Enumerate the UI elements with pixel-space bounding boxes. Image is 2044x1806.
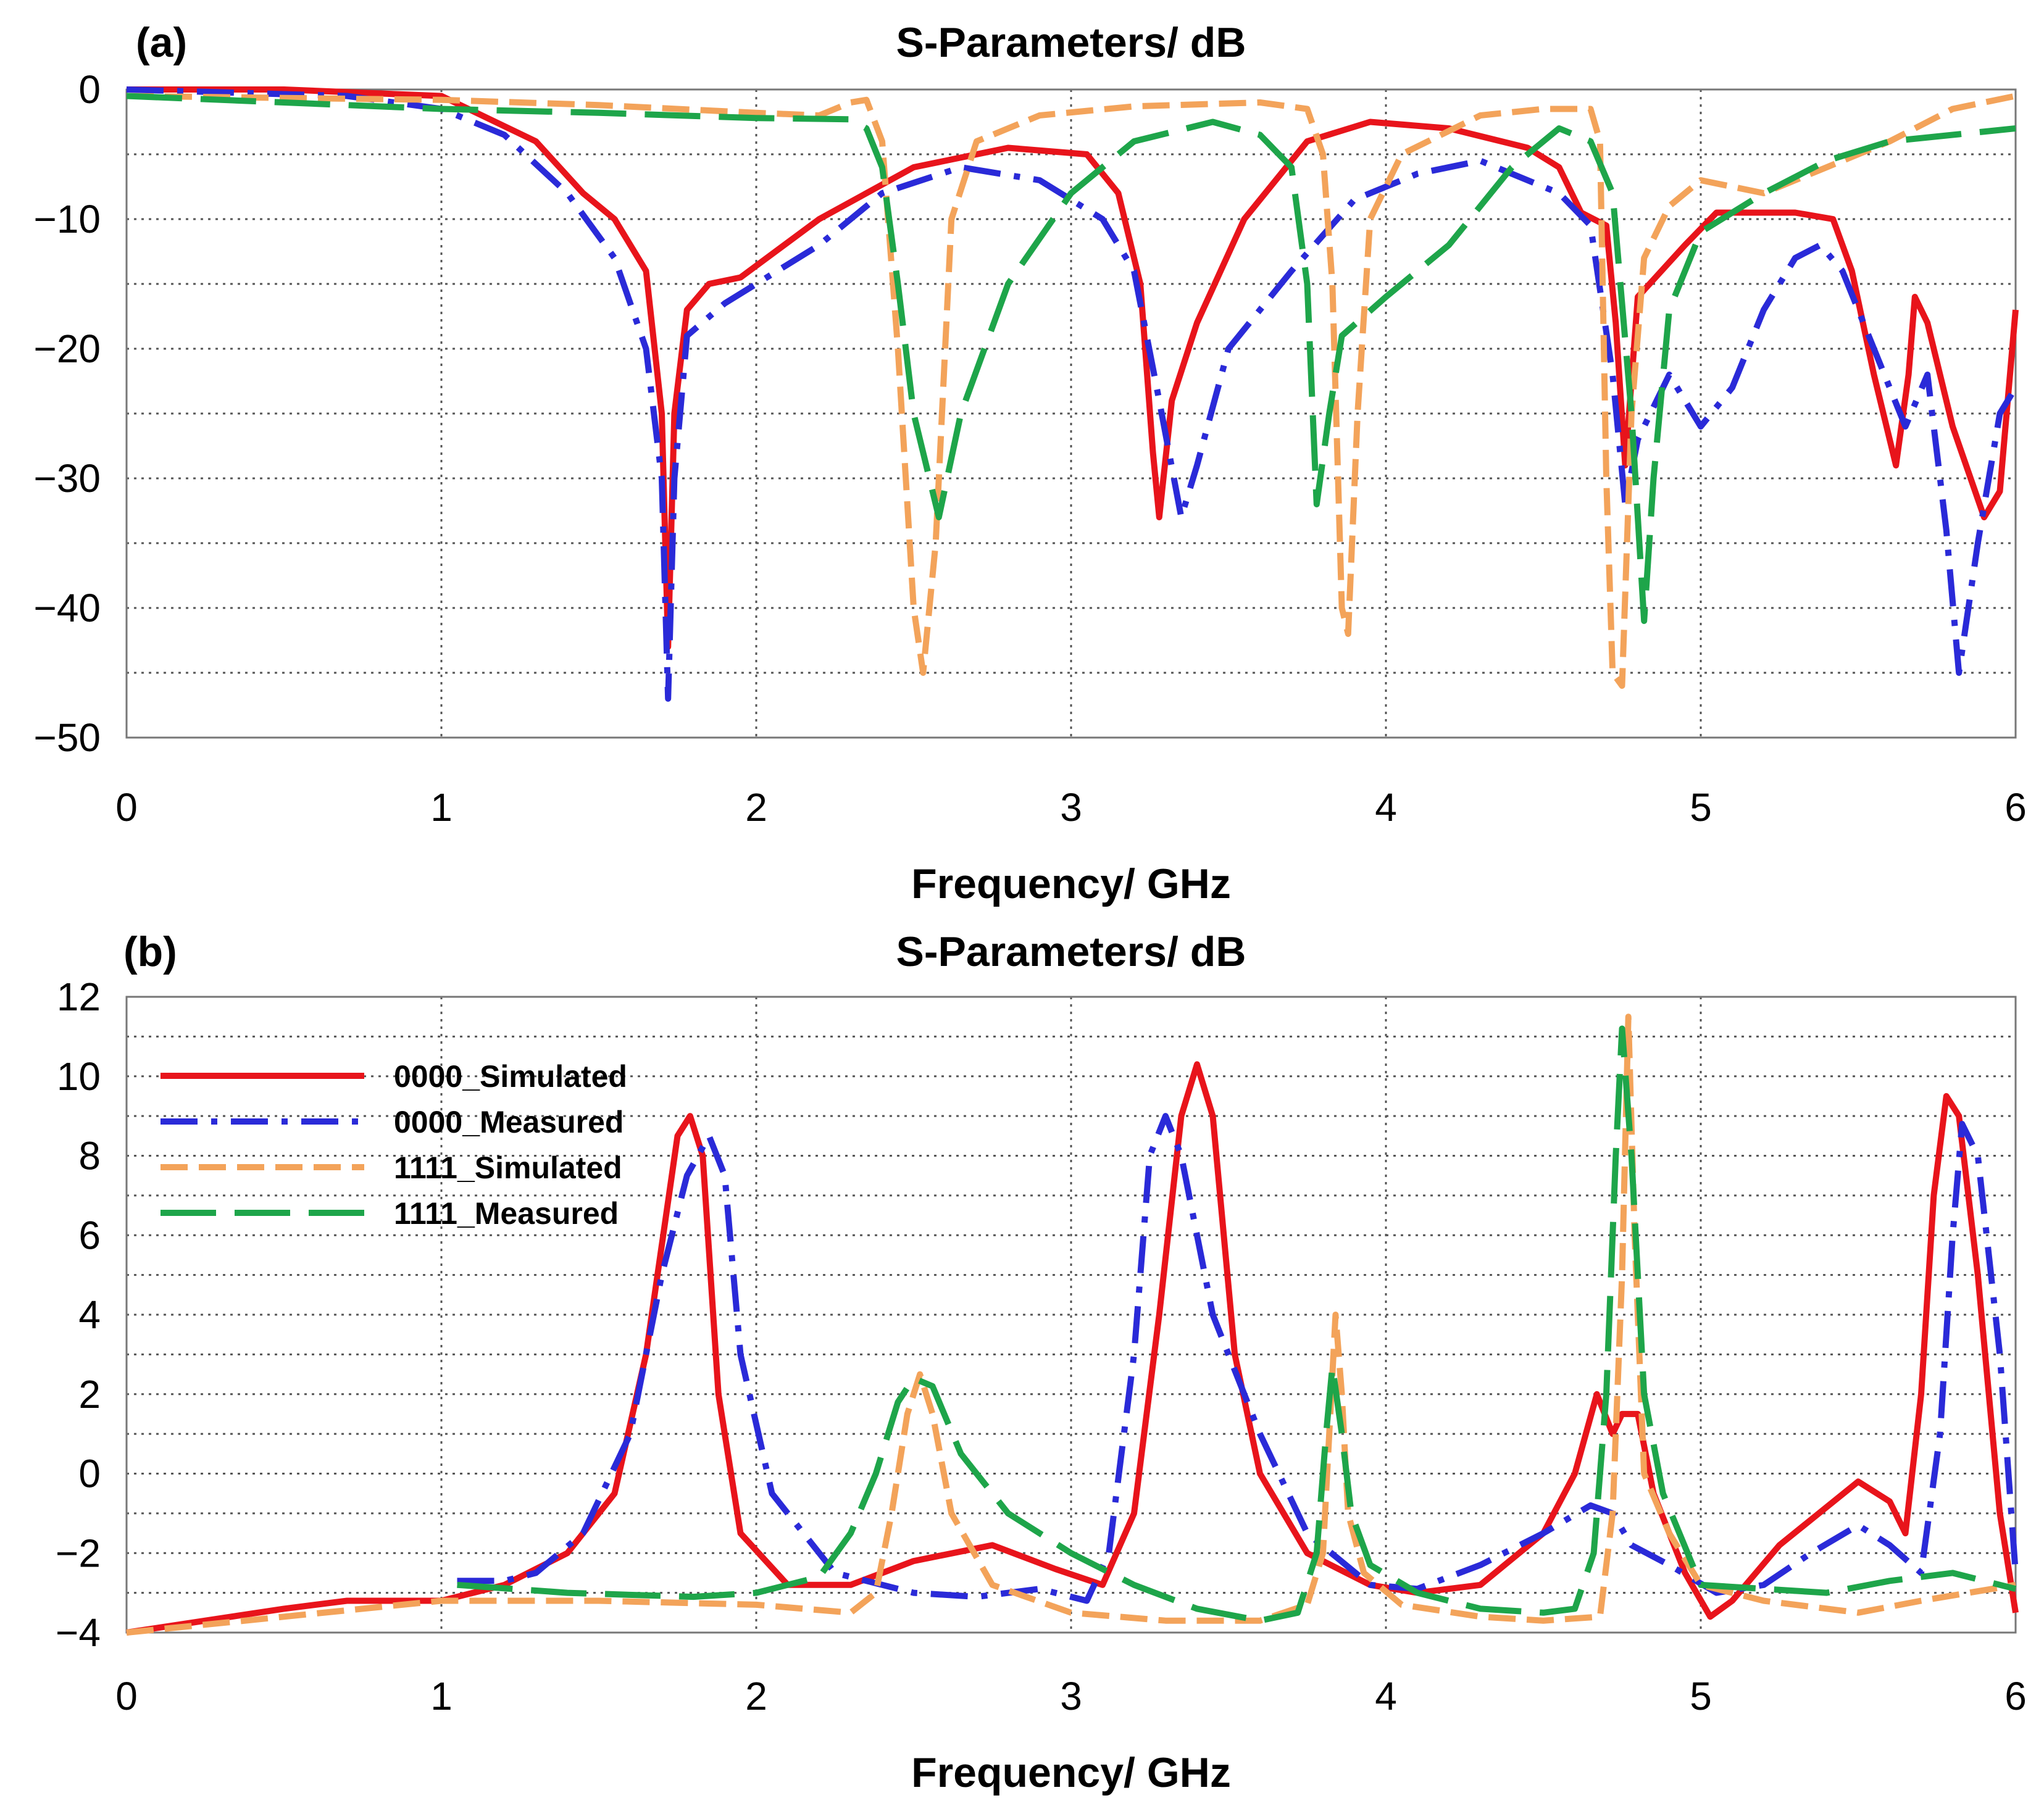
plot-frame xyxy=(125,88,2017,739)
x-tick-label: 6 xyxy=(2004,785,2027,830)
x-tick-label: 4 xyxy=(1375,785,1397,830)
x-tick-label: 0 xyxy=(115,1674,138,1718)
x-axis-label: Frequency/ GHz xyxy=(911,860,1231,907)
y-tick-label: −4 xyxy=(56,1610,101,1655)
y-tick-labels: 0 −10 −20 −30 −40 −50 xyxy=(33,67,101,760)
series-line-0000-measured xyxy=(457,1113,2019,1604)
y-tick-label: −30 xyxy=(33,456,101,501)
x-tick-label: 6 xyxy=(2004,1674,2027,1718)
x-tick-label: 5 xyxy=(1690,785,1712,830)
series-line-1111-measured xyxy=(457,1025,2017,1624)
legend-label: 0000_Simulated xyxy=(394,1059,627,1094)
x-tick-label: 2 xyxy=(745,1674,767,1718)
legend-label: 0000_Measured xyxy=(394,1105,624,1139)
series-group xyxy=(126,86,2019,702)
x-axis-label: Frequency/ GHz xyxy=(911,1749,1231,1796)
series-line-0000-simulated xyxy=(127,86,2019,650)
x-tick-label: 2 xyxy=(745,785,767,830)
y-tick-label: −50 xyxy=(33,715,101,760)
y-tick-label: 4 xyxy=(78,1292,101,1337)
x-tick-label: 3 xyxy=(1060,1674,1082,1718)
chart-title: S-Parameters/ dB xyxy=(896,928,1246,975)
y-tick-label: −2 xyxy=(56,1531,101,1575)
x-tick-label: 3 xyxy=(1060,785,1082,830)
x-tick-labels: 0 1 2 3 4 5 6 xyxy=(115,785,2027,830)
y-tick-label: 10 xyxy=(57,1054,101,1099)
y-tick-labels: 12 10 8 6 4 2 0 −2 −4 xyxy=(56,975,101,1655)
series-group xyxy=(126,1013,2019,1636)
y-tick-label: −40 xyxy=(33,586,101,630)
grid xyxy=(125,88,2017,739)
chart-panel-a: (a) S-Parameters/ dB 0 −10 −20 −30 −40 −50 0 1… xyxy=(33,19,2026,907)
x-tick-labels: 0 1 2 3 4 5 6 xyxy=(115,1674,2027,1718)
x-tick-label: 1 xyxy=(430,785,453,830)
y-tick-label: 0 xyxy=(78,67,101,112)
x-tick-label: 0 xyxy=(115,785,138,830)
legend-label: 1111_Measured xyxy=(394,1196,619,1231)
x-tick-label: 1 xyxy=(430,1674,453,1718)
y-tick-label: 0 xyxy=(78,1452,101,1496)
y-tick-label: 8 xyxy=(78,1134,101,1178)
x-tick-label: 4 xyxy=(1375,1674,1397,1718)
chart-title: S-Parameters/ dB xyxy=(896,19,1246,66)
legend-label: 1111_Simulated xyxy=(394,1151,622,1185)
series-line-0000-measured xyxy=(126,86,2019,702)
panel-label: (a) xyxy=(136,19,187,66)
y-tick-label: −10 xyxy=(33,197,101,241)
series-line-0000-simulated xyxy=(126,1061,2019,1636)
series-line-1111-measured xyxy=(126,93,2016,624)
y-tick-label: 6 xyxy=(78,1213,101,1257)
y-tick-label: 12 xyxy=(57,975,101,1019)
panel-label: (b) xyxy=(123,928,177,975)
legend: 0000_Simulated 0000_Measured 1111_Simulate… xyxy=(161,1059,627,1231)
plot-frame xyxy=(125,996,2017,1634)
y-tick-label: 2 xyxy=(78,1372,101,1417)
y-tick-label: −20 xyxy=(33,327,101,371)
x-tick-label: 5 xyxy=(1690,1674,1712,1718)
series-line-1111-simulated xyxy=(126,93,2017,689)
